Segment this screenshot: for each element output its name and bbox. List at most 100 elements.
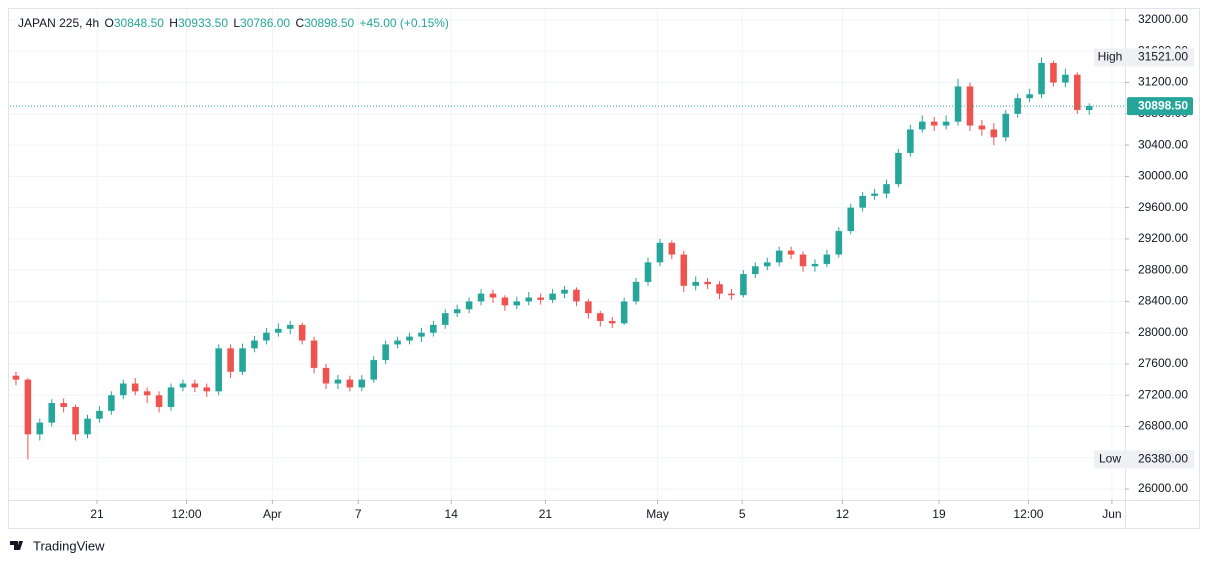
candle-body bbox=[859, 195, 866, 208]
candle-body bbox=[1038, 63, 1045, 95]
candle-body bbox=[286, 324, 294, 329]
candle-body bbox=[680, 254, 688, 286]
candle-body bbox=[239, 348, 246, 372]
y-tick-label: 28000.00 bbox=[1138, 325, 1188, 339]
candle-body bbox=[513, 301, 521, 306]
y-tick-label: 32000.00 bbox=[1138, 12, 1188, 26]
candle-body bbox=[96, 410, 103, 419]
x-tick-label: 19 bbox=[932, 507, 946, 521]
candle-body bbox=[108, 395, 115, 411]
candle-body bbox=[823, 254, 831, 264]
candle-body bbox=[966, 86, 974, 126]
y-tick-label: 31200.00 bbox=[1138, 75, 1188, 89]
candle-body bbox=[1014, 98, 1021, 114]
candle-body bbox=[752, 266, 759, 275]
candle-body bbox=[501, 297, 509, 306]
y-tick-label: 29200.00 bbox=[1138, 231, 1188, 245]
candle-body bbox=[1050, 63, 1057, 83]
candle-body bbox=[954, 86, 962, 122]
candle-body bbox=[131, 383, 139, 392]
price-label-name: High bbox=[1098, 50, 1123, 64]
candle-body bbox=[441, 313, 449, 325]
high-value: 30933.50 bbox=[178, 16, 228, 30]
x-tick-label: 21 bbox=[90, 507, 104, 521]
candle-body bbox=[358, 379, 366, 388]
price-label-name: Low bbox=[1099, 452, 1121, 466]
legend-header: JAPAN 225, 4h O30848.50 H30933.50 L30786… bbox=[18, 16, 449, 30]
candle-body bbox=[978, 125, 986, 130]
candle-body bbox=[847, 207, 855, 232]
candle-body bbox=[72, 406, 79, 435]
y-tick-label: 26800.00 bbox=[1138, 419, 1188, 433]
x-tick-label: 12 bbox=[836, 507, 850, 521]
candle-body bbox=[382, 344, 389, 361]
candle-body bbox=[310, 340, 318, 368]
candle-body bbox=[84, 418, 91, 435]
x-tick-label: 12:00 bbox=[1013, 507, 1043, 521]
candle-body bbox=[370, 360, 377, 380]
candle-body bbox=[215, 348, 222, 392]
candle-body bbox=[608, 320, 616, 324]
open-label: O bbox=[105, 16, 114, 30]
candle-body bbox=[549, 293, 556, 300]
candle-body bbox=[60, 403, 67, 407]
close-value: 30898.50 bbox=[304, 16, 354, 30]
change: +45.00 (+0.15%) bbox=[360, 16, 449, 30]
candle-body bbox=[644, 262, 652, 282]
candle-body bbox=[48, 403, 56, 423]
x-tick-label: Apr bbox=[263, 507, 282, 521]
candle-body bbox=[263, 332, 270, 341]
x-tick-label: 14 bbox=[445, 507, 459, 521]
candle-body bbox=[620, 301, 628, 324]
candle-body bbox=[1026, 94, 1033, 99]
x-tick-label: Jun bbox=[1102, 507, 1121, 521]
candle-body bbox=[167, 387, 175, 407]
candle-body bbox=[597, 313, 604, 321]
candle-body bbox=[1002, 113, 1010, 138]
y-tick-label: 30000.00 bbox=[1138, 169, 1188, 183]
candle-body bbox=[918, 121, 926, 130]
candle-body bbox=[835, 231, 843, 255]
price-label-box bbox=[1094, 48, 1194, 67]
open-value: 30848.50 bbox=[114, 16, 164, 30]
candle-body bbox=[942, 121, 950, 126]
candle-body bbox=[155, 395, 163, 407]
candle-body bbox=[489, 293, 497, 298]
candle-body bbox=[656, 242, 664, 263]
x-tick-label: 5 bbox=[739, 507, 746, 521]
candle-body bbox=[525, 297, 533, 302]
candle-body bbox=[811, 263, 819, 267]
candle-body bbox=[585, 301, 592, 314]
candle-body bbox=[227, 348, 234, 372]
candle-body bbox=[346, 379, 354, 388]
candle-body bbox=[465, 301, 473, 310]
y-tick-label: 29600.00 bbox=[1138, 200, 1188, 214]
low-label: L bbox=[233, 16, 240, 30]
candle-body bbox=[787, 250, 795, 255]
candle-body bbox=[298, 324, 306, 341]
candle-body bbox=[477, 293, 485, 302]
candle-body bbox=[561, 289, 568, 294]
candle-body bbox=[668, 242, 676, 255]
candle-body bbox=[191, 383, 199, 388]
candle-body bbox=[704, 281, 711, 285]
y-tick-label: 30400.00 bbox=[1138, 137, 1188, 151]
candle-body bbox=[632, 281, 640, 302]
y-tick-label: 27600.00 bbox=[1138, 356, 1188, 370]
brand: TradingView bbox=[33, 538, 105, 553]
y-tick-label: 26000.00 bbox=[1138, 481, 1188, 495]
low-value: 30786.00 bbox=[240, 16, 290, 30]
symbol: JAPAN 225, 4h bbox=[18, 16, 99, 30]
candle-body bbox=[12, 375, 20, 380]
candle-body bbox=[763, 262, 771, 267]
x-tick-label: May bbox=[646, 507, 669, 521]
candle-body bbox=[120, 383, 127, 396]
x-tick-label: 7 bbox=[355, 507, 362, 521]
candle-body bbox=[251, 340, 258, 349]
last-price-label: 30898.50 bbox=[1138, 98, 1188, 112]
candle-body bbox=[775, 250, 783, 263]
candle-body bbox=[334, 379, 342, 384]
candle-body bbox=[728, 293, 735, 296]
candle-body bbox=[143, 391, 151, 396]
